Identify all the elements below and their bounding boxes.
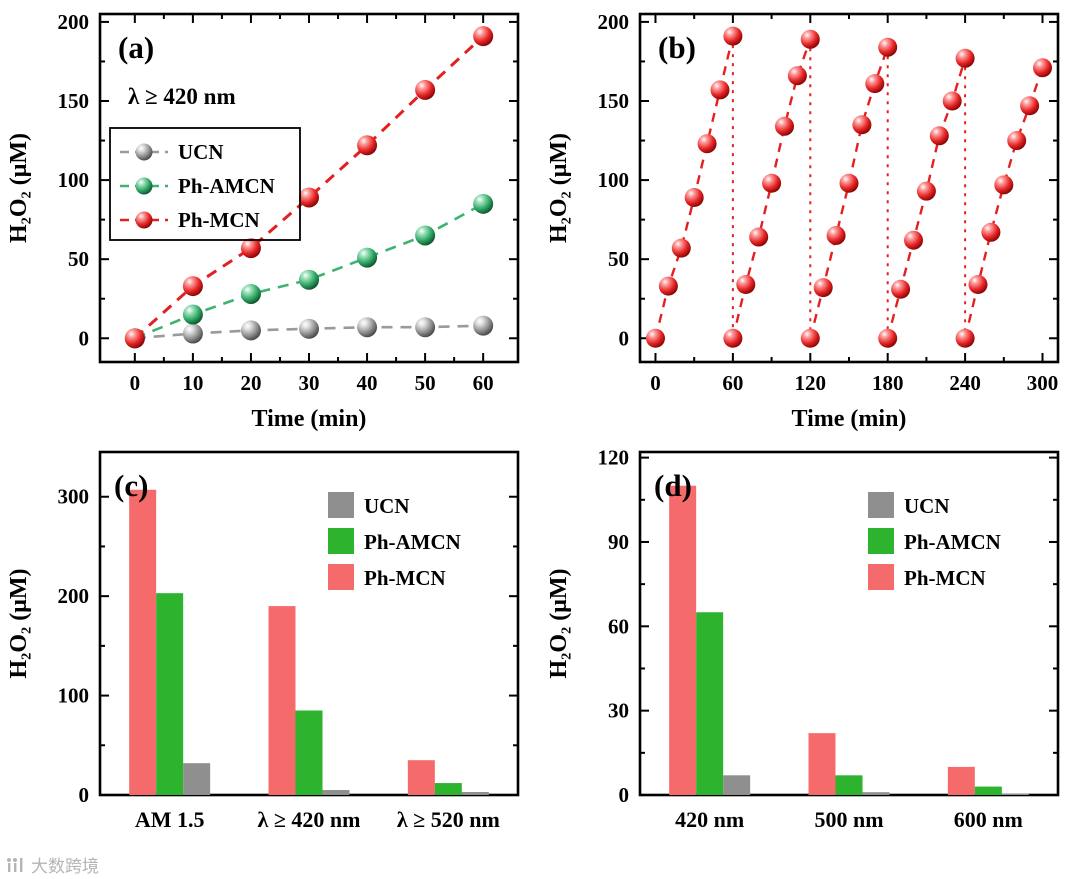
- svg-text:200: 200: [598, 10, 630, 34]
- svg-text:30: 30: [608, 699, 629, 723]
- svg-text:60: 60: [473, 371, 494, 395]
- svg-text:(d): (d): [654, 468, 692, 503]
- svg-text:Ph-AMCN: Ph-AMCN: [364, 530, 461, 554]
- svg-text:40: 40: [357, 371, 378, 395]
- svg-text:Time (min): Time (min): [792, 406, 907, 432]
- svg-text:100: 100: [58, 684, 90, 708]
- svg-text:UCN: UCN: [364, 494, 410, 518]
- svg-text:50: 50: [608, 247, 629, 271]
- svg-text:240: 240: [949, 371, 981, 395]
- svg-text:30: 30: [299, 371, 320, 395]
- watermark-text: 大数跨境: [31, 857, 99, 876]
- svg-text:λ ≥ 520 nm: λ ≥ 520 nm: [397, 807, 500, 832]
- svg-text:120: 120: [598, 446, 630, 470]
- svg-text:50: 50: [68, 247, 89, 271]
- svg-text:90: 90: [608, 530, 629, 554]
- panel-grid: 0 10 20 30 40 50 60 0 50 100 150 200 H₂O₂ (μM) Time (…: [0, 0, 1080, 859]
- svg-text:300: 300: [1027, 371, 1059, 395]
- svg-text:Ph-MCN: Ph-MCN: [178, 208, 260, 232]
- svg-text:(a): (a): [118, 30, 154, 65]
- svg-text:H₂O₂ (μM): H₂O₂ (μM): [6, 133, 32, 243]
- svg-text:AM 1.5: AM 1.5: [135, 807, 205, 832]
- watermark-logo-icon: [7, 858, 23, 872]
- svg-text:100: 100: [58, 168, 90, 192]
- panel-d: 0 30 60 90 120 H₂O₂ (μM) 420 nm 500 nm 600 nm (d)…: [540, 440, 1080, 859]
- chart-a-kinetics: 0 10 20 30 40 50 60 0 50 100 150 200 H₂O₂ (μM) Time (…: [6, 10, 520, 432]
- panel-c: 0 100 200 300 H₂O₂ (μM) AM 1.5 λ ≥ 420 nm λ ≥ 5…: [0, 440, 540, 859]
- svg-text:(c): (c): [114, 468, 148, 503]
- svg-text:600 nm: 600 nm: [954, 807, 1023, 832]
- svg-text:0: 0: [130, 371, 141, 395]
- svg-text:300: 300: [58, 485, 90, 509]
- svg-text:60: 60: [722, 371, 743, 395]
- svg-text:0: 0: [619, 326, 630, 350]
- svg-text:0: 0: [79, 326, 90, 350]
- svg-text:0: 0: [79, 783, 90, 807]
- svg-text:200: 200: [58, 10, 90, 34]
- svg-text:(b): (b): [658, 30, 696, 65]
- svg-text:50: 50: [415, 371, 436, 395]
- svg-text:420 nm: 420 nm: [675, 807, 744, 832]
- svg-text:100: 100: [598, 168, 630, 192]
- svg-text:Time (min): Time (min): [252, 406, 367, 432]
- watermark: 大数跨境: [6, 852, 99, 877]
- panel-a: 0 10 20 30 40 50 60 0 50 100 150 200 H₂O₂ (μM) Time (…: [0, 0, 540, 440]
- chart-c-bars-filters: 0 100 200 300 H₂O₂ (μM) AM 1.5 λ ≥ 420 nm λ ≥ 5…: [6, 450, 520, 832]
- svg-text:Ph-AMCN: Ph-AMCN: [904, 530, 1001, 554]
- svg-text:60: 60: [608, 614, 629, 638]
- svg-text:H₂O₂ (μM): H₂O₂ (μM): [6, 569, 32, 679]
- svg-text:UCN: UCN: [178, 140, 224, 164]
- svg-text:10: 10: [182, 371, 203, 395]
- svg-text:H₂O₂ (μM): H₂O₂ (μM): [546, 569, 572, 679]
- svg-text:Ph-MCN: Ph-MCN: [904, 566, 986, 590]
- svg-text:200: 200: [58, 584, 90, 608]
- svg-text:180: 180: [872, 371, 904, 395]
- svg-text:500 nm: 500 nm: [814, 807, 883, 832]
- chart-d-bars-wavelength: 0 30 60 90 120 H₂O₂ (μM) 420 nm 500 nm 600 nm (d)…: [546, 446, 1060, 832]
- svg-text:λ ≥ 420 nm: λ ≥ 420 nm: [258, 807, 361, 832]
- svg-text:H₂O₂ (μM): H₂O₂ (μM): [546, 133, 572, 243]
- svg-text:Ph-MCN: Ph-MCN: [364, 566, 446, 590]
- svg-text:λ ≥ 420 nm: λ ≥ 420 nm: [128, 84, 236, 109]
- svg-text:120: 120: [795, 371, 827, 395]
- svg-text:20: 20: [240, 371, 261, 395]
- panel-b: 0 60 120 180 240 300 0 50 100 150 200 H₂O₂ (μM) Time…: [540, 0, 1080, 440]
- svg-text:150: 150: [598, 89, 630, 113]
- svg-text:UCN: UCN: [904, 494, 950, 518]
- chart-b-cycling: 0 60 120 180 240 300 0 50 100 150 200 H₂O₂ (μM) Time…: [546, 10, 1060, 432]
- svg-text:150: 150: [58, 89, 90, 113]
- svg-text:0: 0: [619, 783, 630, 807]
- svg-text:Ph-AMCN: Ph-AMCN: [178, 174, 275, 198]
- svg-text:0: 0: [650, 371, 661, 395]
